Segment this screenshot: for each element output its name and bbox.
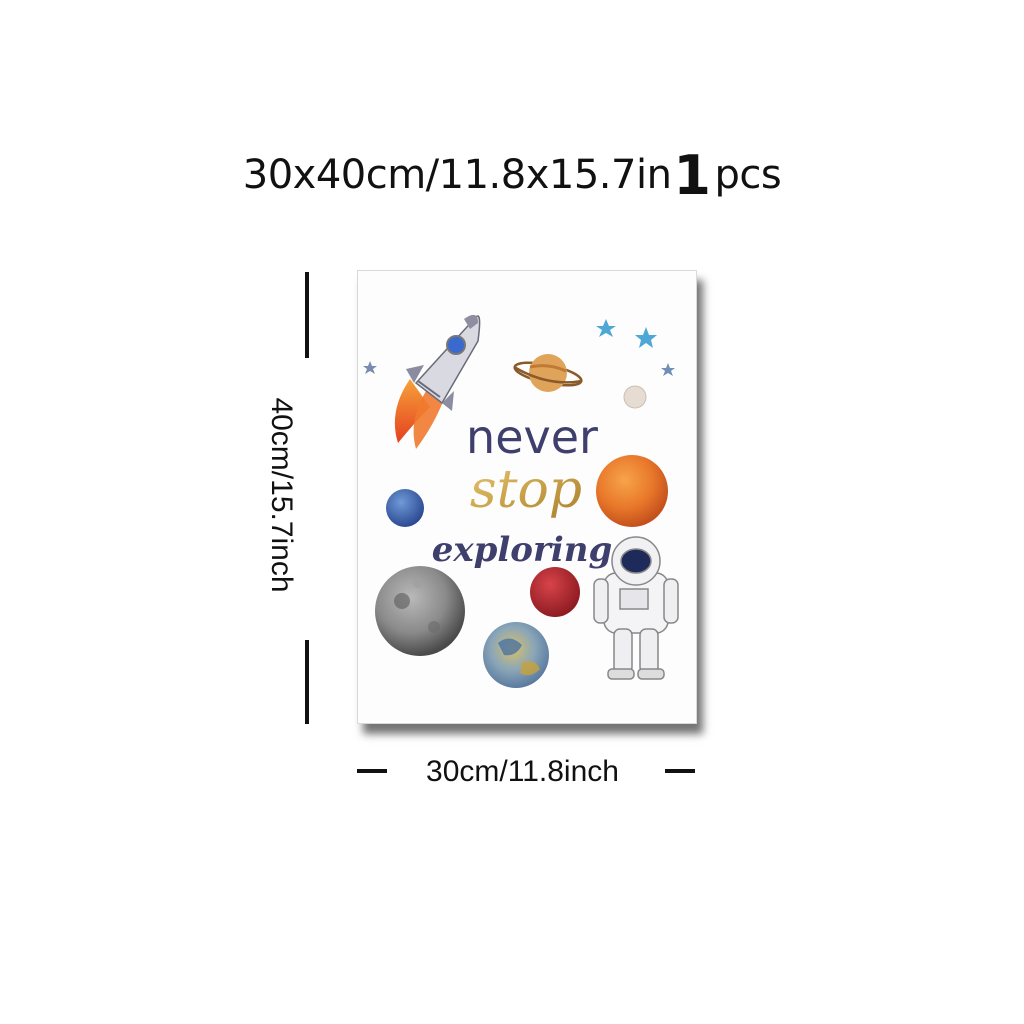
height-dimension-label: 40cm/15.7inch [265, 397, 298, 593]
height-dimension-line-top [305, 272, 309, 358]
moon-icon [375, 566, 465, 656]
height-dimension-line-bottom [305, 640, 309, 724]
poster-artwork: never stop exploring [363, 314, 679, 688]
orange-planet-icon [596, 455, 668, 527]
width-dimension-line-right [665, 769, 695, 773]
blue-planet-icon [386, 489, 424, 527]
quote-line-never: never [466, 410, 598, 464]
earth-planet-icon [483, 622, 549, 688]
quantity-number: 1 [673, 144, 711, 207]
rocket-icon [394, 314, 481, 449]
small-moon-icon [623, 385, 647, 409]
quote-line-stop: stop [470, 460, 582, 520]
saturn-icon [513, 354, 583, 392]
poster-preview: never stop exploring [357, 270, 697, 724]
red-planet-icon [530, 567, 580, 617]
size-text: 30x40cm/11.8x15.7in [242, 152, 672, 198]
quantity-unit: pcs [714, 152, 782, 198]
width-dimension-line-left [357, 769, 387, 773]
width-dimension-label: 30cm/11.8inch [426, 755, 619, 788]
quote-line-exploring: exploring [432, 530, 613, 570]
astronaut-icon [593, 536, 679, 680]
product-size-headline: 30x40cm/11.8x15.7in1 pcs [0, 138, 1024, 207]
star-icon [363, 319, 675, 376]
